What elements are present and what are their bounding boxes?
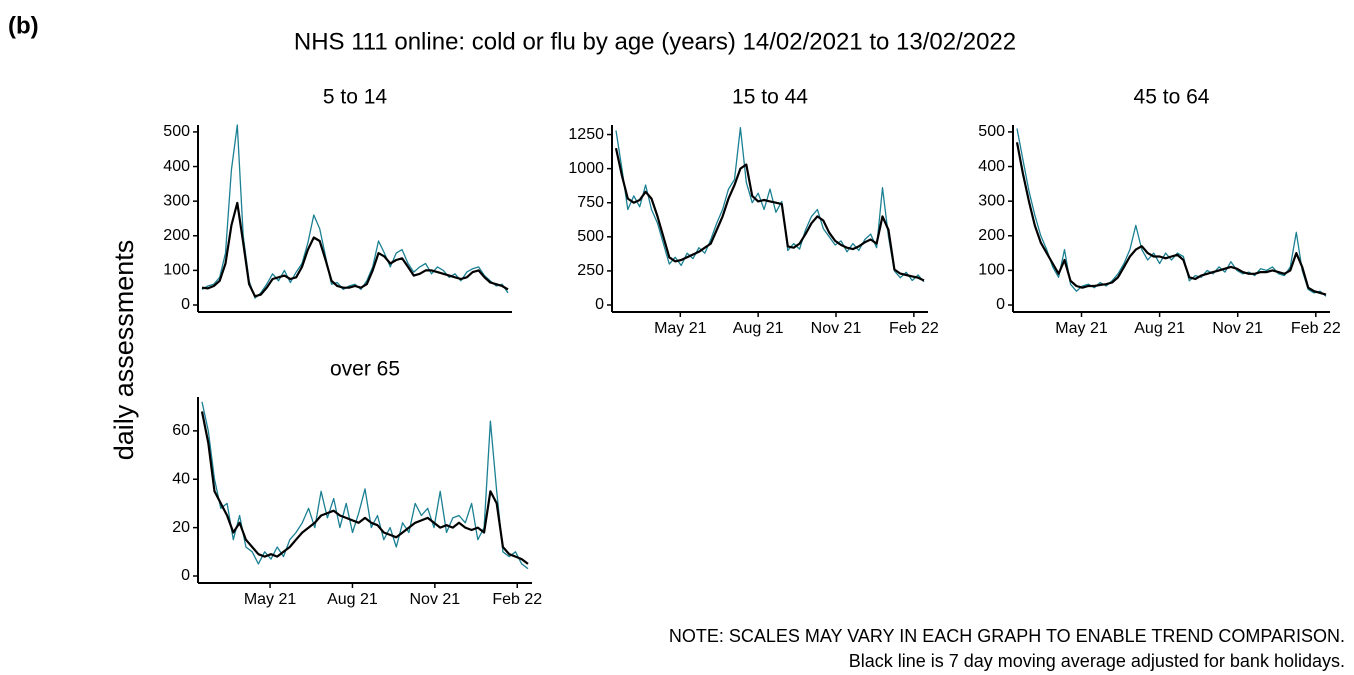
- daily-line: [1016, 128, 1327, 297]
- y-tick-label: 0: [595, 296, 604, 313]
- figure-title: NHS 111 online: cold or flu by age (year…: [294, 28, 1016, 55]
- y-tick-label: 40: [172, 470, 190, 487]
- note: NOTE: SCALES MAY VARY IN EACH GRAPH TO E…: [669, 626, 1345, 646]
- average-line: [1015, 142, 1327, 296]
- x-tick-label: Feb 22: [1291, 320, 1341, 337]
- y-tick-label: 0: [181, 567, 190, 584]
- average-line: [614, 147, 925, 282]
- y-tick-label: 1250: [568, 126, 604, 143]
- y-tick-label: 500: [577, 228, 604, 245]
- y-tick-label: 100: [978, 262, 1005, 279]
- y-tick-label: 200: [163, 227, 190, 244]
- x-tick-label: Nov 21: [410, 591, 461, 608]
- panel-label: (b): [8, 12, 39, 39]
- panel-title: over 65: [330, 358, 400, 381]
- average-line: [201, 201, 509, 298]
- panel-title: 15 to 44: [732, 86, 808, 109]
- x-tick-label: May 21: [244, 591, 297, 608]
- x-tick-label: Feb 22: [889, 320, 939, 337]
- y-tick-label: 400: [163, 158, 190, 175]
- daily-line: [615, 127, 925, 283]
- x-tick-label: Aug 21: [733, 320, 784, 337]
- y-tick-label: 60: [172, 422, 190, 439]
- note: Black line is 7 day moving average adjus…: [849, 651, 1345, 671]
- x-tick-label: May 21: [1055, 320, 1108, 337]
- x-tick-label: Aug 21: [327, 591, 378, 608]
- y-tick-label: 500: [978, 123, 1005, 140]
- y-tick-label: 0: [996, 296, 1005, 313]
- y-tick-label: 400: [978, 158, 1005, 175]
- y-tick-label: 200: [978, 227, 1005, 244]
- panel-title: 5 to 14: [323, 86, 388, 109]
- y-tick-label: 300: [978, 192, 1005, 209]
- y-tick-label: 250: [577, 262, 604, 279]
- y-tick-label: 750: [577, 194, 604, 211]
- y-tick-label: 300: [163, 192, 190, 209]
- y-tick-label: 0: [181, 296, 190, 313]
- panel-title: 45 to 64: [1134, 86, 1210, 109]
- x-tick-label: May 21: [654, 320, 707, 337]
- x-tick-label: Nov 21: [811, 320, 862, 337]
- x-tick-label: Aug 21: [1134, 320, 1185, 337]
- y-tick-label: 500: [163, 123, 190, 140]
- x-tick-label: Nov 21: [1212, 320, 1263, 337]
- y-axis-label: daily assessments: [109, 240, 139, 461]
- average-line: [200, 411, 529, 565]
- daily-line: [201, 401, 529, 570]
- x-tick-label: Feb 22: [492, 591, 542, 608]
- y-tick-label: 1000: [568, 160, 604, 177]
- y-tick-label: 20: [172, 519, 190, 536]
- y-tick-label: 100: [163, 262, 190, 279]
